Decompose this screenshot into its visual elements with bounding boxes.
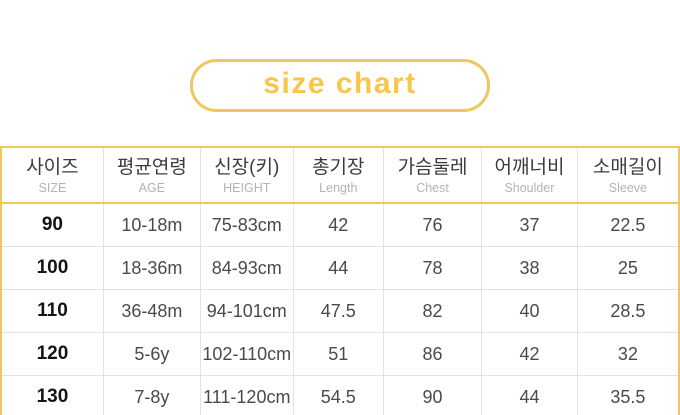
- size-cell: 130: [0, 375, 104, 415]
- table-header-row: 사이즈 SIZE 평균연령 AGE 신장(키) HEIGHT 총기장 Length 가슴둘레 Ch…: [0, 146, 680, 204]
- header-label-ko: 가슴둘레: [397, 157, 468, 178]
- header-label-ko: 소매길이: [592, 157, 663, 178]
- table-row: 110 36-48m 94-101cm 47.5 82 40 28.5: [0, 289, 680, 333]
- table-cell: 47.5: [292, 289, 384, 333]
- header-label-en: Chest: [416, 181, 449, 195]
- table-header-cell-length: 총기장 Length: [292, 146, 384, 204]
- table-row: 120 5-6y 102-110cm 51 86 42 32: [0, 332, 680, 376]
- table-cell: 28.5: [576, 289, 680, 333]
- table-cell: 7-8y: [102, 375, 201, 415]
- table-row: 90 10-18m 75-83cm 42 76 37 22.5: [0, 203, 680, 247]
- size-cell: 120: [0, 332, 104, 376]
- header-label-ko: 평균연령: [116, 157, 187, 178]
- header-label-ko: 신장(키): [214, 157, 280, 178]
- table-cell: 42: [292, 203, 384, 247]
- size-chart-title: size chart: [263, 67, 417, 100]
- header-label-en: Length: [319, 181, 358, 195]
- table-cell: 82: [382, 289, 483, 333]
- table-body: 90 10-18m 75-83cm 42 76 37 22.5 100 18-36m 84-93c…: [0, 203, 680, 415]
- header-label-en: AGE: [138, 181, 166, 195]
- table-cell: 25: [576, 246, 680, 290]
- table-cell: 54.5: [292, 375, 384, 415]
- table-cell: 94-101cm: [199, 289, 294, 333]
- table-cell: 51: [292, 332, 384, 376]
- table-cell: 42: [481, 332, 578, 376]
- table-cell: 40: [481, 289, 578, 333]
- header-label-ko: 사이즈: [26, 157, 79, 178]
- table-cell: 44: [481, 375, 578, 415]
- table-cell: 76: [382, 203, 483, 247]
- table-row: 100 18-36m 84-93cm 44 78 38 25: [0, 246, 680, 290]
- size-cell: 100: [0, 246, 104, 290]
- title-wrap: size chart: [0, 0, 680, 112]
- table-cell: 35.5: [576, 375, 680, 415]
- table-cell: 5-6y: [102, 332, 201, 376]
- header-label-ko: 어깨너비: [494, 157, 565, 178]
- table-cell: 22.5: [576, 203, 680, 247]
- table-header-cell-age: 평균연령 AGE: [102, 146, 201, 204]
- table-header-cell-size: 사이즈 SIZE: [0, 146, 104, 204]
- table-header-cell-height: 신장(키) HEIGHT: [199, 146, 294, 204]
- table-cell: 37: [481, 203, 578, 247]
- header-label-en: Shoulder: [504, 181, 555, 195]
- table-header-cell-shoulder: 어깨너비 Shoulder: [481, 146, 578, 204]
- table-cell: 102-110cm: [199, 332, 294, 376]
- header-label-en: HEIGHT: [223, 181, 271, 195]
- header-label-en: Sleeve: [608, 181, 647, 195]
- table-cell: 86: [382, 332, 483, 376]
- table-cell: 84-93cm: [199, 246, 294, 290]
- header-label-en: SIZE: [38, 181, 67, 195]
- table-cell: 44: [292, 246, 384, 290]
- header-label-ko: 총기장: [312, 157, 365, 178]
- table-cell: 111-120cm: [199, 375, 294, 415]
- table-header-cell-sleeve: 소매길이 Sleeve: [576, 146, 680, 204]
- table-cell: 90: [382, 375, 483, 415]
- table-cell: 32: [576, 332, 680, 376]
- size-cell: 110: [0, 289, 104, 333]
- table-cell: 38: [481, 246, 578, 290]
- size-cell: 90: [0, 203, 104, 247]
- table-cell: 10-18m: [102, 203, 201, 247]
- table-header-cell-chest: 가슴둘레 Chest: [382, 146, 483, 204]
- table-cell: 78: [382, 246, 483, 290]
- table-row: 130 7-8y 111-120cm 54.5 90 44 35.5: [0, 375, 680, 415]
- table-cell: 18-36m: [102, 246, 201, 290]
- table-cell: 75-83cm: [199, 203, 294, 247]
- table-cell: 36-48m: [102, 289, 201, 333]
- size-table: 사이즈 SIZE 평균연령 AGE 신장(키) HEIGHT 총기장 Length 가슴둘레 Ch…: [0, 146, 680, 415]
- size-chart-title-pill: size chart: [190, 59, 490, 112]
